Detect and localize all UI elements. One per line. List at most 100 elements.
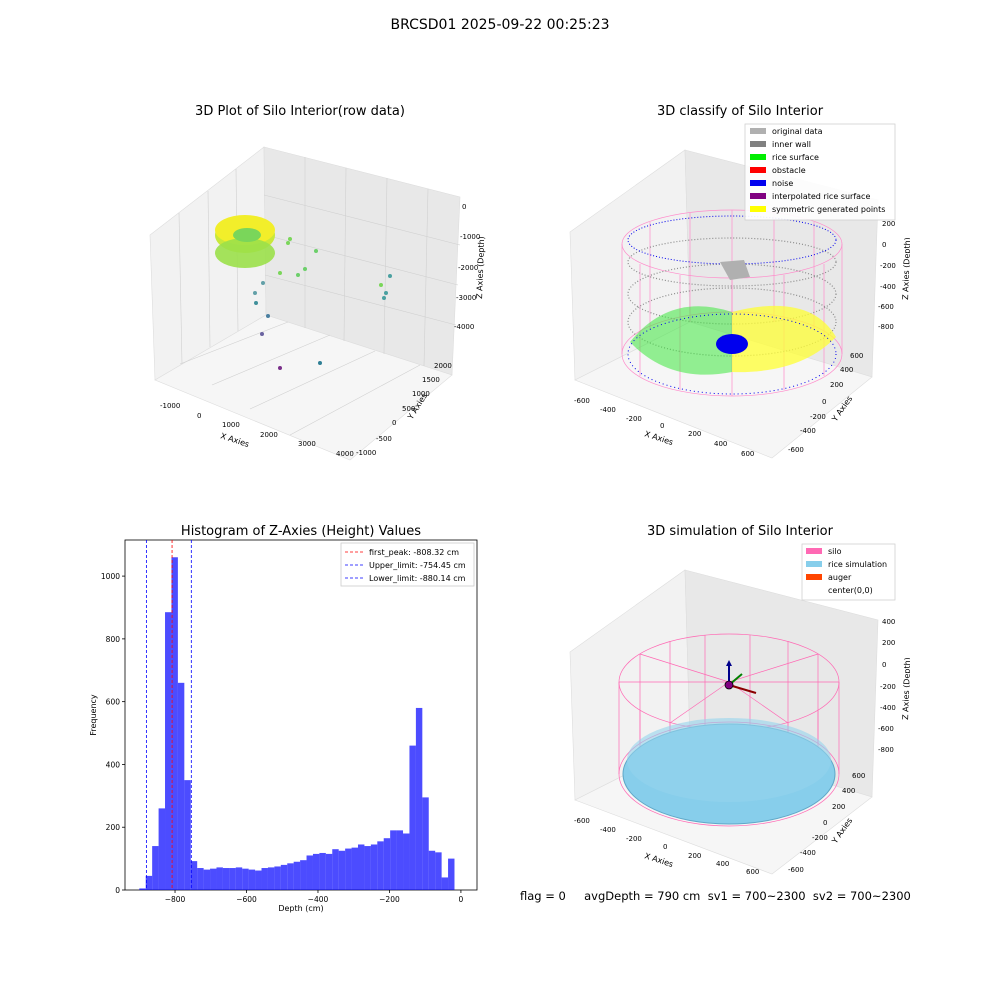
hist-bar <box>370 844 378 890</box>
hist-legend-label: Lower_limit: -880.14 cm <box>369 574 466 583</box>
hist-bar <box>306 855 313 890</box>
sim-x-tick: 600 <box>746 868 759 876</box>
sim-z-tick: 400 <box>882 618 895 626</box>
histogram-chart: −800 −600 −400 −200 0 0 200 400 600 800 1000 Dept… <box>89 539 478 913</box>
hist-bar <box>332 849 339 890</box>
hist-bar <box>171 557 178 890</box>
hist-bar <box>235 867 243 890</box>
sim-z-tick: 200 <box>882 639 895 647</box>
raw-z-label: Z Axies (Depth) <box>475 236 486 299</box>
sim-z-tick: -600 <box>878 725 894 733</box>
hist-bars <box>139 557 455 890</box>
legend-label: symmetric generated points <box>772 205 885 214</box>
hist-bar <box>338 850 346 890</box>
cls-x-label: X Axies <box>643 429 674 447</box>
cls-y-tick: 0 <box>822 398 826 406</box>
legend-swatch-wall <box>750 141 766 147</box>
hist-bar <box>197 868 204 890</box>
legend-label: obstacle <box>772 166 806 175</box>
sim-y-tick: -200 <box>812 834 828 842</box>
cls-x-tick: 600 <box>741 450 754 458</box>
hist-bar <box>364 846 371 890</box>
hist-bar <box>190 861 198 890</box>
sim-z-tick: -200 <box>880 683 896 691</box>
hist-bar <box>422 797 429 890</box>
hist-bar <box>293 861 301 890</box>
figure-title: BRCSD01 2025-09-22 00:25:23 <box>390 17 610 33</box>
cls-y-tick: -400 <box>800 427 816 435</box>
cls-z-tick: 200 <box>882 220 895 228</box>
classify-3d-plot: original data inner wall rice surface ob… <box>569 123 910 459</box>
sim-z-tick: 0 <box>882 661 886 669</box>
legend-swatch-obstacle <box>750 167 766 173</box>
hist-bar <box>319 852 326 890</box>
sim-y-tick: -600 <box>788 866 804 874</box>
hist-bar <box>248 869 256 890</box>
hist-y-tick-label: 0 <box>115 886 120 895</box>
auger-marker <box>724 660 757 694</box>
hist-bar <box>448 858 455 890</box>
legend-label: silo <box>828 547 842 556</box>
hist-legend-label: first_peak: -808.32 cm <box>369 548 459 557</box>
hist-bar <box>300 860 307 890</box>
raw-plot-title: 3D Plot of Silo Interior(row data) <box>195 104 405 119</box>
hist-bar <box>351 847 358 890</box>
hist-bar <box>177 682 185 890</box>
raw-3d-plot: 0 -1000 -2000 -3000 -4000 -1000 0 1000 2… <box>149 146 486 461</box>
hist-bar <box>222 868 230 890</box>
hist-bar <box>242 868 249 890</box>
raw-z-tick: -2000 <box>458 264 478 272</box>
sim-x-tick: 0 <box>663 843 667 851</box>
legend-label: center(0,0) <box>828 586 873 595</box>
sim-z-tick: -400 <box>880 704 896 712</box>
cls-y-tick: 600 <box>850 352 863 360</box>
raw-scatter-points <box>253 237 392 370</box>
sim-y-tick: -400 <box>800 849 816 857</box>
sim-plot-title: 3D simulation of Silo Interior <box>647 524 833 539</box>
sim-z-label: Z Axies (Depth) <box>901 657 910 720</box>
legend-swatch-symmetric <box>750 206 766 212</box>
hist-bar <box>210 868 217 890</box>
cls-y-tick: 200 <box>830 381 843 389</box>
hist-y-tick-label: 400 <box>106 760 121 769</box>
sim-y-tick: 0 <box>823 819 827 827</box>
sim-y-tick: 200 <box>832 803 845 811</box>
legend-label: rice surface <box>772 153 819 162</box>
hist-x-tick-label: 0 <box>459 895 464 904</box>
hist-y-label: Frequency <box>89 694 98 736</box>
raw-y-tick: -500 <box>376 435 392 443</box>
sim-legend: silo rice simulation auger center(0,0) <box>801 543 896 601</box>
hist-bar <box>287 863 294 890</box>
raw-x-tick: 1000 <box>222 421 240 429</box>
hist-bar <box>255 870 262 890</box>
hist-bar <box>267 867 275 890</box>
raw-z-tick: -4000 <box>454 323 474 331</box>
legend-swatch-rice <box>750 154 766 160</box>
cls-z-tick: -800 <box>878 323 894 331</box>
raw-y-tick: -1000 <box>356 449 376 457</box>
hist-yticks: 0 200 400 600 800 1000 <box>101 572 125 895</box>
hist-bar <box>390 830 397 890</box>
hist-x-tick-label: −200 <box>379 895 400 904</box>
cls-z-tick: -200 <box>880 262 896 270</box>
cls-z-tick: 0 <box>882 241 886 249</box>
hist-bar <box>203 869 211 890</box>
hist-vlines <box>145 540 192 890</box>
raw-z-tick: 0 <box>462 203 466 211</box>
hist-title: Histogram of Z-Axies (Height) Values <box>180 524 422 539</box>
raw-y-tick: 1500 <box>422 376 440 384</box>
hist-bar <box>409 745 416 890</box>
classify-legend: original data inner wall rice surface ob… <box>744 123 896 221</box>
sim-x-tick: -400 <box>600 826 616 834</box>
hist-bar <box>261 868 268 890</box>
cls-x-tick: -200 <box>626 415 642 423</box>
hist-bar <box>396 830 404 890</box>
sim-x-tick: -600 <box>574 817 590 825</box>
raw-y-tick: 500 <box>402 405 415 413</box>
legend-swatch-original <box>750 128 766 134</box>
hist-legend-label: Upper_limit: -754.45 cm <box>369 561 466 570</box>
hist-y-tick-label: 200 <box>106 823 121 832</box>
legend-swatch-noise <box>750 180 766 186</box>
hist-bar <box>152 846 159 890</box>
hist-bar <box>139 888 146 890</box>
